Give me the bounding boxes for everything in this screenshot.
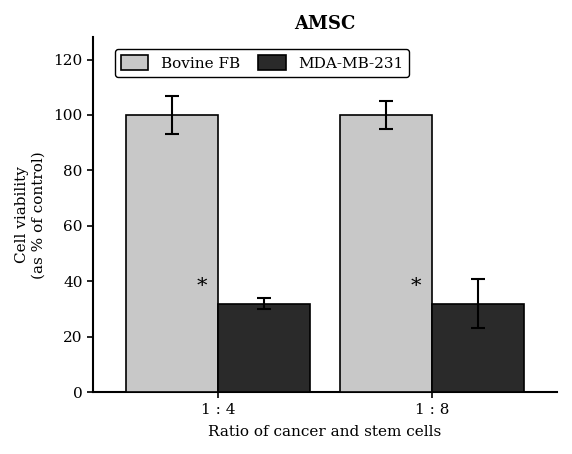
Bar — [340, 115, 432, 392]
Bar — [126, 115, 218, 392]
X-axis label: Ratio of cancer and stem cells: Ratio of cancer and stem cells — [208, 425, 442, 439]
Text: *: * — [410, 277, 420, 296]
Y-axis label: Cell viability
(as % of control): Cell viability (as % of control) — [15, 151, 45, 279]
Text: *: * — [196, 277, 207, 296]
Legend: Bovine FB, MDA-MB-231: Bovine FB, MDA-MB-231 — [115, 49, 409, 77]
Bar — [218, 304, 310, 392]
Title: AMSC: AMSC — [295, 15, 356, 33]
Bar — [432, 304, 524, 392]
